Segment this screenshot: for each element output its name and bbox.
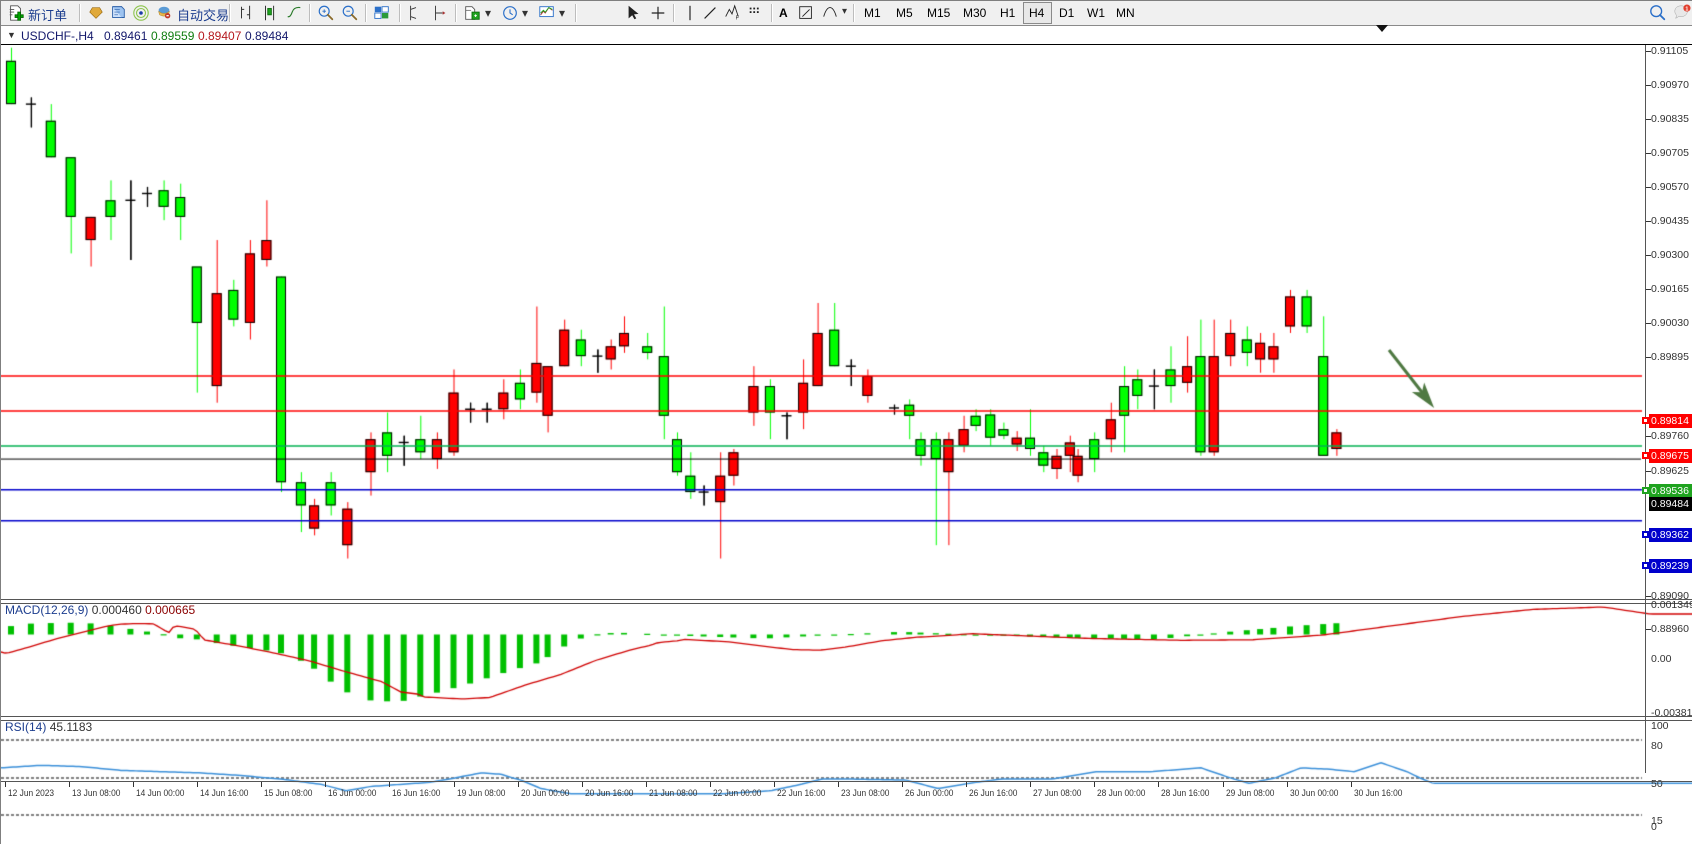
svg-text:F: F <box>736 15 740 21</box>
svg-text:1: 1 <box>1685 6 1688 12</box>
